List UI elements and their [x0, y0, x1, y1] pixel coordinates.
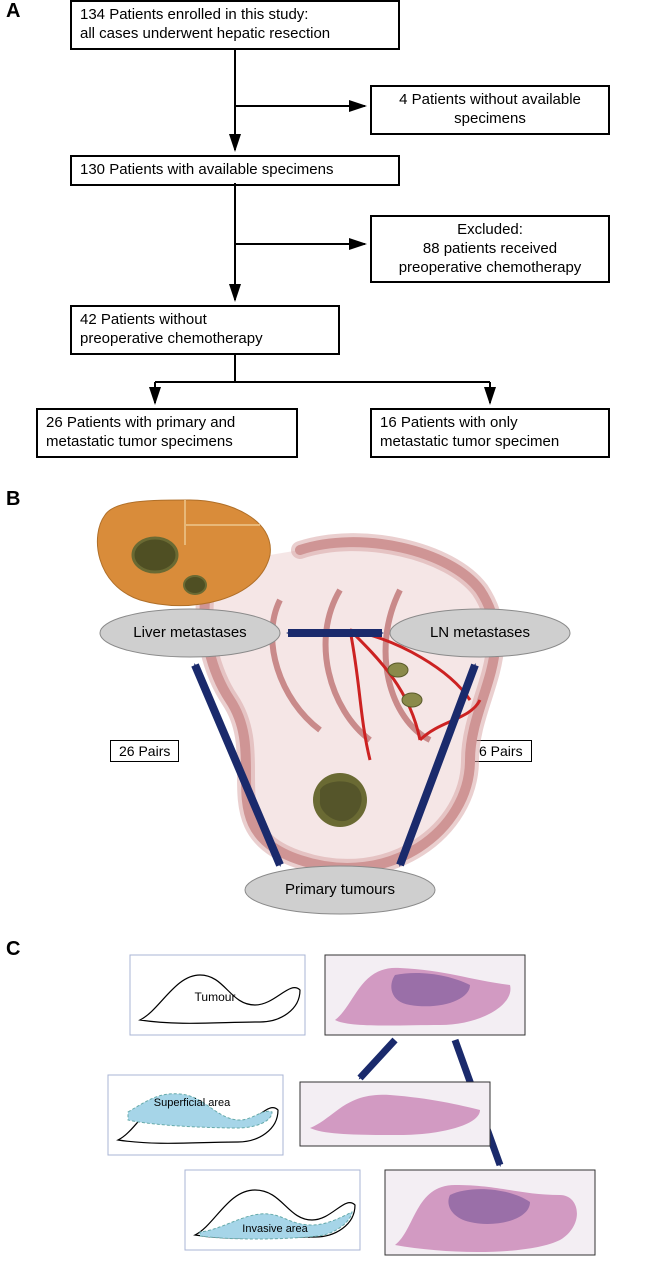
flow-box-unavailable: 4 Patients without availablespecimens — [370, 85, 610, 135]
pairs-liver-primary: 26 Pairs — [110, 740, 179, 762]
flow-text: 16 Patients with onlymetastatic tumor sp… — [380, 414, 559, 450]
flow-text: 26 Patients with primary andmetastatic t… — [46, 414, 235, 450]
flow-box-primary-met: 26 Patients with primary andmetastatic t… — [36, 408, 298, 458]
flow-text: Excluded:88 patients receivedpreoperativ… — [399, 221, 582, 276]
panel-b-illustration — [97, 500, 570, 914]
flow-box-no-chemo: 42 Patients withoutpreoperative chemothe… — [70, 305, 340, 355]
flow-box-available: 130 Patients with available specimens — [70, 155, 400, 186]
flow-text: 134 Patients enrolled in this study:all … — [80, 6, 330, 42]
invasive-label: Invasive area — [242, 1223, 308, 1235]
ellipse-ln-met: LN metastases — [420, 624, 540, 641]
superficial-label: Superficial area — [154, 1097, 231, 1109]
figure-root: A B C 134 Patients enrolled in this stud… — [0, 0, 668, 1275]
flow-box-excluded: Excluded:88 patients receivedpreoperativ… — [370, 215, 610, 283]
ellipse-primary: Primary tumours — [275, 881, 405, 898]
ellipse-liver-met: Liver metastases — [130, 624, 250, 641]
panel-b-label: B — [6, 488, 20, 511]
flow-text: 130 Patients with available specimens — [80, 161, 333, 178]
flow-text: 4 Patients without availablespecimens — [399, 91, 581, 127]
pairs-ln-primary: 6 Pairs — [470, 740, 532, 762]
flow-box-only-met: 16 Patients with onlymetastatic tumor sp… — [370, 408, 610, 458]
pairs-liver-ln: 6 Pairs — [308, 572, 370, 594]
panel-a-label: A — [6, 0, 20, 23]
flow-box-enrolled: 134 Patients enrolled in this study:all … — [70, 0, 400, 50]
svg-overlay: Tumour Superficial area — [0, 0, 668, 1275]
panel-c-illustration: Tumour Superficial area — [108, 955, 595, 1255]
tumour-label: Tumour — [195, 990, 236, 1004]
panel-c-label: C — [6, 938, 20, 961]
flow-text: 42 Patients withoutpreoperative chemothe… — [80, 311, 263, 347]
